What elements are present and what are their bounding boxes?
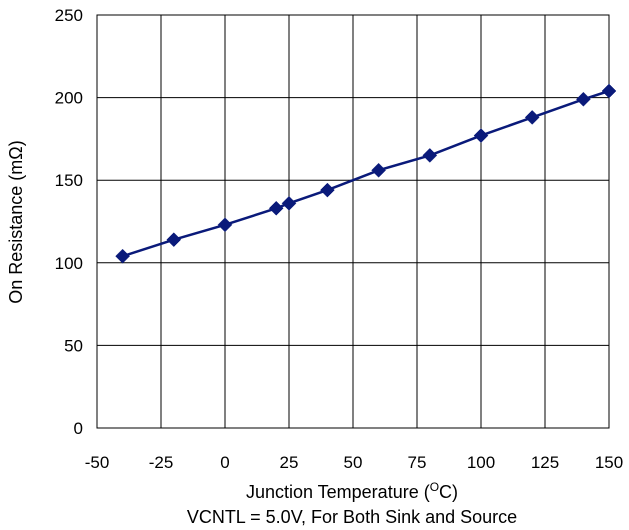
x-axis-label-unit: C): [439, 482, 458, 502]
y-axis-label: On Resistance (mΩ): [6, 140, 26, 304]
data-point: [473, 128, 489, 143]
x-tick-label: 25: [280, 453, 299, 472]
plot-area: [96, 14, 610, 429]
chart-note: VCNTL = 5.0V, For Both Sink and Source: [187, 507, 517, 527]
x-tick-label: -50: [85, 453, 110, 472]
x-tick-label: 75: [408, 453, 427, 472]
y-tick-label: 100: [55, 254, 83, 273]
data-point: [576, 91, 591, 107]
x-tick-label: 0: [220, 453, 229, 472]
x-axis-label: Junction Temperature (OC): [246, 480, 458, 502]
series-layer: [115, 83, 617, 264]
x-tick-labels: -50 -25 0 25 50 75 100 125 150: [85, 453, 623, 472]
x-tick-label: 100: [467, 453, 495, 472]
x-axis-label-text: Junction Temperature (: [246, 482, 430, 502]
series-line: [122, 89, 610, 258]
y-tick-label: 150: [55, 171, 83, 190]
data-point: [320, 182, 335, 198]
data-point: [268, 200, 284, 216]
y-tick-label: 0: [74, 419, 83, 438]
data-point: [166, 232, 182, 248]
x-tick-label: -25: [149, 453, 174, 472]
y-tick-labels: 0 50 100 150 200 250: [55, 6, 83, 438]
data-point: [601, 83, 617, 99]
x-tick-label: 125: [531, 453, 559, 472]
data-point: [524, 110, 540, 125]
data-point: [422, 148, 438, 163]
x-tick-label: 150: [595, 453, 623, 472]
data-point: [115, 248, 130, 264]
y-tick-label: 50: [64, 336, 83, 355]
data-point: [217, 217, 233, 233]
data-point: [371, 162, 386, 178]
y-tick-label: 250: [55, 6, 83, 25]
x-tick-label: 50: [344, 453, 363, 472]
data-point: [281, 195, 297, 211]
y-tick-label: 200: [55, 89, 83, 108]
grid-lines: [96, 14, 610, 429]
x-axis-label-superscript: O: [430, 480, 439, 494]
